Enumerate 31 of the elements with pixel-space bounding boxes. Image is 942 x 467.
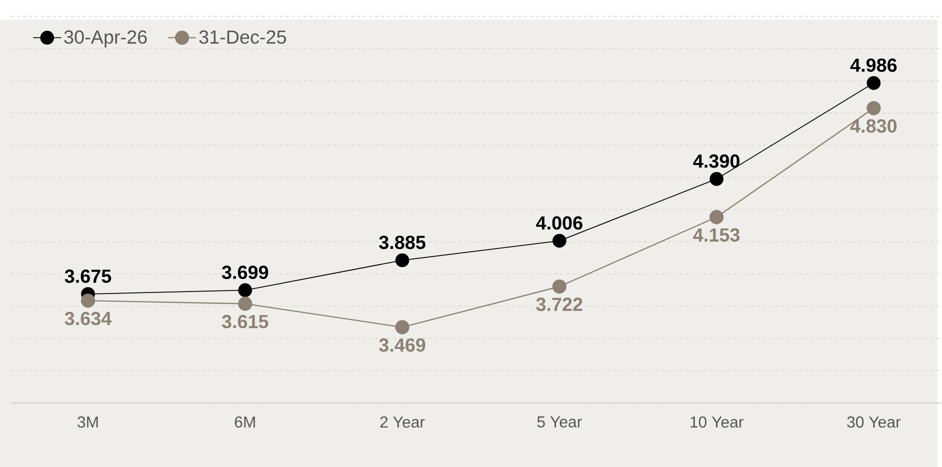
x-tick-label: 10 Year — [690, 416, 744, 428]
x-tick-label: 2 Year — [380, 416, 425, 428]
data-label: 4.830 — [850, 119, 897, 133]
point — [238, 296, 252, 311]
point — [238, 283, 252, 297]
data-label: 3.699 — [222, 265, 268, 279]
data-label: 3.469 — [379, 338, 426, 352]
point — [866, 76, 881, 90]
data-label: 3.675 — [64, 269, 112, 283]
x-tick-label: 3M — [78, 416, 98, 428]
point — [866, 100, 881, 116]
data-label: 3.885 — [379, 236, 426, 249]
data-label: 3.615 — [222, 314, 268, 328]
x-tick-label: 6M — [234, 416, 255, 428]
data-label: 4.390 — [693, 154, 740, 168]
data-label: 3.722 — [536, 297, 582, 311]
x-tick-label: 5 Year — [537, 416, 582, 428]
legend-label: 30-Apr-26 — [64, 30, 147, 48]
point — [395, 253, 410, 268]
point — [552, 279, 566, 294]
data-label: 4.153 — [693, 228, 740, 242]
legend-label: 31-Dec-25 — [199, 30, 286, 44]
point — [395, 320, 410, 334]
point — [552, 234, 566, 248]
point — [80, 293, 96, 308]
data-label: 3.634 — [64, 312, 112, 326]
point — [710, 172, 724, 186]
data-label: 4.006 — [536, 216, 582, 230]
point — [709, 210, 724, 224]
x-tick-label: 30 Year — [847, 416, 901, 428]
data-label: 4.986 — [850, 58, 897, 72]
